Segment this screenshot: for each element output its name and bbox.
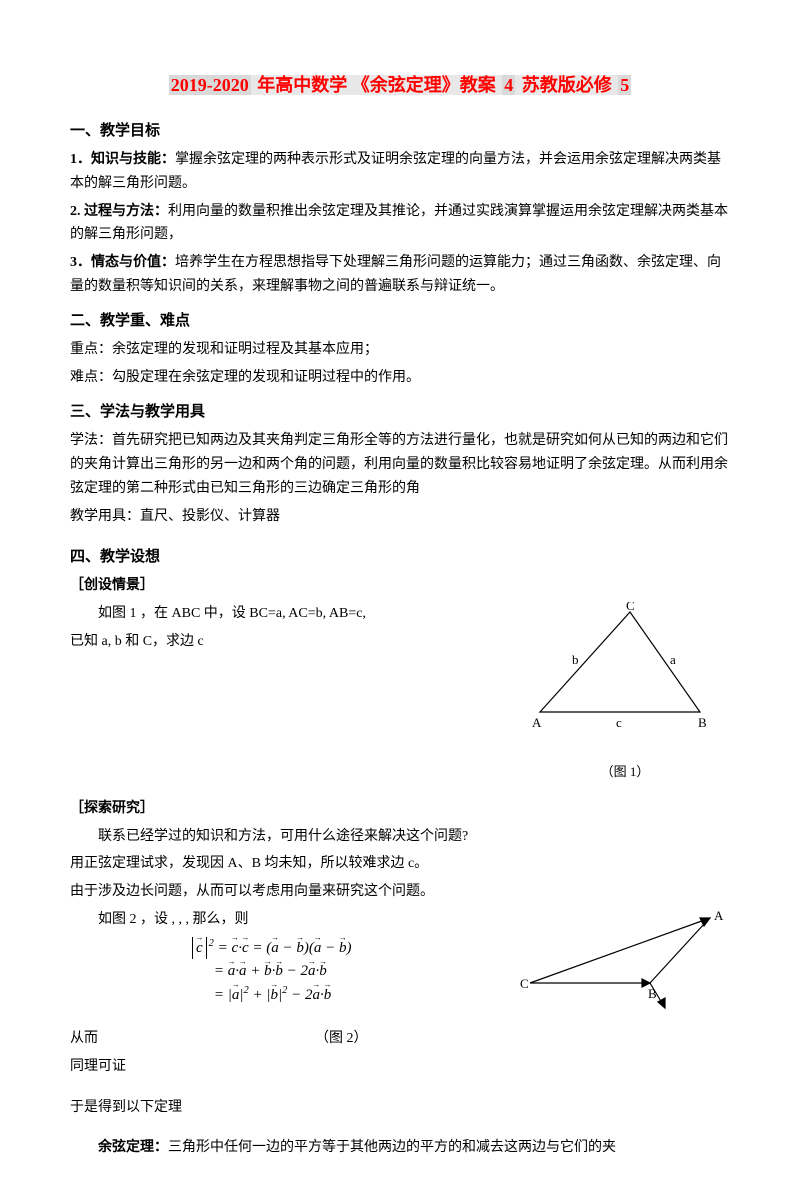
fig2-label-B: B	[648, 986, 657, 1001]
s2-line-1: 重点：余弦定理的发现和证明过程及其基本应用；	[70, 338, 730, 362]
title-part-1: 2019-2020	[169, 75, 251, 95]
document-title: 2019-2020 年高中数学 《余弦定理》教案 4 苏教版必修 5	[70, 70, 730, 101]
b2-line-6: 同理可证	[70, 1055, 730, 1079]
s2-line-2: 难点：勾股定理在余弦定理的发现和证明过程中的作用。	[70, 366, 730, 390]
s1-item-2-text: 利用向量的数量积推出余弦定理及其推论，并通过实践演算掌握运用余弦定理解决两类基本…	[70, 204, 728, 243]
figure-2-row: 如图 2 ，设 , , , 那么，则 c→2 = c→·c→ = (a→ − b…	[70, 908, 730, 1027]
label-a: a	[670, 652, 676, 667]
s3-p1: 学法：首先研究把已知两边及其夹角判定三角形全等的方法进行量化，也就是研究如何从已…	[70, 429, 730, 500]
cosine-text: 三角形中任何一边的平方等于其他两边的平方的和减去这两边与它们的夹	[168, 1140, 616, 1155]
b1-text: 如图 1 ，在 ABC 中，设 BC=a, AC=b, AB=c, 已知 a, …	[70, 602, 520, 658]
s1-item-2: 2. 过程与方法：利用向量的数量积推出余弦定理及其推论，并通过实践演算掌握运用余…	[70, 200, 730, 248]
b2-line-7: 于是得到以下定理	[70, 1096, 730, 1120]
s1-item-3-label: 3．情态与价值：	[70, 255, 175, 270]
label-C: C	[626, 602, 635, 613]
label-b: b	[572, 652, 579, 667]
s1-item-2-label: 2. 过程与方法：	[70, 204, 168, 219]
title-part-4: 苏教版必修	[515, 75, 618, 95]
vector-CA	[530, 918, 710, 983]
figure-1-row: 如图 1 ，在 ABC 中，设 BC=a, AC=b, AB=c, 已知 a, …	[70, 602, 730, 783]
fig2-label-C: C	[520, 976, 529, 991]
title-part-3: 4	[502, 75, 515, 95]
b2-text: 如图 2 ，设 , , , 那么，则 c→2 = c→·c→ = (a→ − b…	[70, 908, 510, 1006]
b2-line-1: 联系已经学过的知识和方法，可用什么途径来解决这个问题?	[70, 825, 730, 849]
triangle-shape	[540, 612, 700, 712]
label-A: A	[532, 715, 542, 730]
vector-diagram: C B A	[510, 908, 730, 1018]
figure-2: C B A	[510, 908, 730, 1027]
bracket-1: ［创设情景］	[70, 574, 730, 598]
b1-line-1: 如图 1 ，在 ABC 中，设 BC=a, AC=b, AB=c,	[70, 602, 520, 626]
cosine-label: 余弦定理：	[98, 1140, 168, 1155]
s1-item-3: 3．情态与价值：培养学生在方程思想指导下处理解三角形问题的运算能力；通过三角函数…	[70, 251, 730, 299]
s1-item-1: 1．知识与技能：掌握余弦定理的两种表示形式及证明余弦定理的向量方法，并会运用余弦…	[70, 148, 730, 196]
cosine-theorem: 余弦定理：三角形中任何一边的平方等于其他两边的平方的和减去这两边与它们的夹	[70, 1136, 730, 1160]
arrowhead-down	[658, 998, 665, 1008]
arrowhead-CA	[700, 918, 710, 926]
label-c: c	[616, 715, 622, 730]
b2-line-5: 从而	[70, 1031, 98, 1046]
title-part-5: 5	[618, 75, 631, 95]
title-part-2: 年高中数学 《余弦定理》教案	[251, 75, 503, 95]
section-4-heading: 四、教学设想	[70, 545, 730, 571]
b2-line-3: 由于涉及边长问题，从而可以考虑用向量来研究这个问题。	[70, 880, 730, 904]
figure-2-caption: （图 2）	[315, 1031, 368, 1046]
b2-line-2: 用正弦定理试求，发现因 A、B 均未知，所以较难求边 c。	[70, 852, 730, 876]
math-derivation: c→2 = c→·c→ = (a→ − b→)(a→ − b→) c2= a→·…	[190, 936, 510, 1007]
s1-item-1-label: 1．知识与技能：	[70, 152, 175, 167]
b2-line-4: 如图 2 ，设 , , , 那么，则	[70, 908, 510, 932]
section-1-heading: 一、教学目标	[70, 119, 730, 145]
label-B: B	[698, 715, 707, 730]
s3-p2: 教学用具：直尺、投影仪、计算器	[70, 505, 730, 529]
vector-BA	[650, 923, 705, 983]
figure-1-caption: （图 1）	[520, 761, 730, 783]
bracket-2: ［探索研究］	[70, 797, 730, 821]
b1-line-2: 已知 a, b 和 C，求边 c	[70, 630, 520, 654]
fig2-label-A: A	[714, 908, 724, 923]
section-2-heading: 二、教学重、难点	[70, 309, 730, 335]
b2-line-5-row: 从而 （图 2）	[70, 1027, 730, 1051]
section-3-heading: 三、学法与教学用具	[70, 400, 730, 426]
triangle-diagram: A B C a b c	[520, 602, 730, 752]
math-line-3: c2= |a→|2 + |b→|2 − 2a→·b→	[190, 983, 510, 1007]
figure-1: A B C a b c （图 1）	[520, 602, 730, 783]
